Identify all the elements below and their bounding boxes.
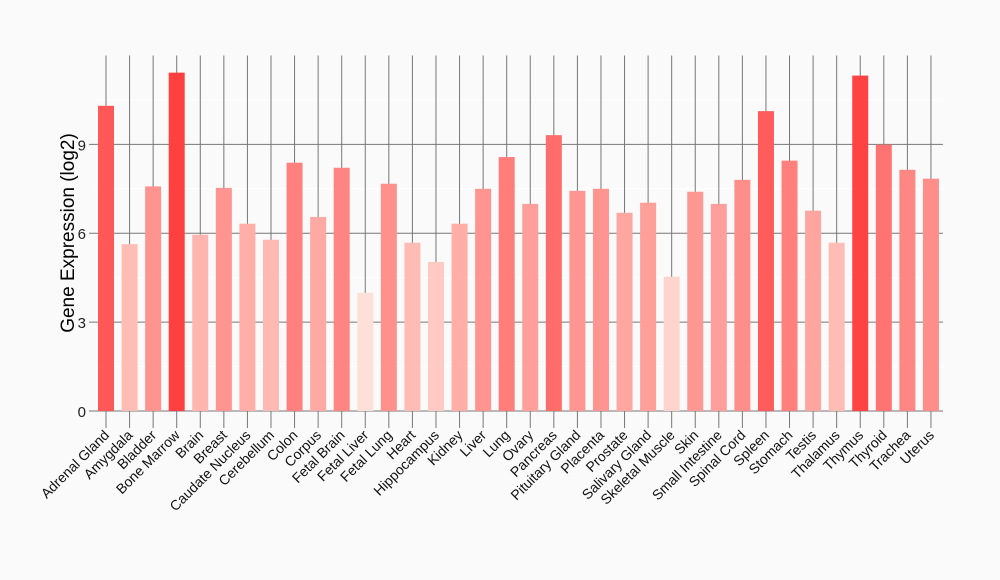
bar-colon xyxy=(286,162,303,411)
bar-prostate xyxy=(616,212,633,411)
bar-liver xyxy=(475,188,492,411)
bar-bladder xyxy=(145,186,162,411)
bar-thalamus xyxy=(828,242,845,411)
bar-fetal-liver xyxy=(357,292,374,411)
bar-caudate-nucleus xyxy=(239,223,256,411)
bar-fetal-lung xyxy=(380,183,397,411)
bar-trachea xyxy=(899,169,916,411)
bar-placenta xyxy=(592,188,609,411)
bar-kidney xyxy=(451,223,468,411)
y-tick-labels: 0 3 6 9 xyxy=(78,137,86,421)
bar-lung xyxy=(498,157,515,411)
bar-pancreas xyxy=(545,135,562,411)
bars xyxy=(98,72,939,412)
bar-ovary xyxy=(522,203,539,411)
bar-bone-marrow xyxy=(168,72,185,411)
bar-heart xyxy=(404,242,421,411)
bar-salivary-gland xyxy=(640,202,657,411)
y-tick-label: 3 xyxy=(78,315,86,332)
bar-brain xyxy=(192,234,209,411)
bar-hippocampus xyxy=(427,261,444,411)
bar-skeletal-muscle xyxy=(663,276,680,411)
y-tick-label: 9 xyxy=(78,137,86,154)
bar-amygdala xyxy=(121,244,138,411)
y-tick-label: 0 xyxy=(78,404,86,421)
y-tick-label: 6 xyxy=(78,226,86,243)
bar-skin xyxy=(687,191,704,411)
bar-pituitary-gland xyxy=(569,190,586,411)
bar-uterus xyxy=(922,178,939,411)
bar-cerebellum xyxy=(262,239,279,411)
y-axis-label: Gene Expression (log2) xyxy=(58,133,79,333)
bar-corpus xyxy=(310,216,327,411)
bar-spleen xyxy=(757,111,774,411)
bar-testis xyxy=(805,210,822,411)
bar-breast xyxy=(215,187,232,411)
bar-adrenal-gland xyxy=(98,105,114,411)
bar-small-intestine xyxy=(710,203,727,411)
bar-spinal-cord xyxy=(734,179,751,411)
bar-thymus xyxy=(852,75,869,411)
bar-stomach xyxy=(781,160,798,411)
bar-fetal-brain xyxy=(333,167,350,411)
bar-thyroid xyxy=(875,144,892,412)
